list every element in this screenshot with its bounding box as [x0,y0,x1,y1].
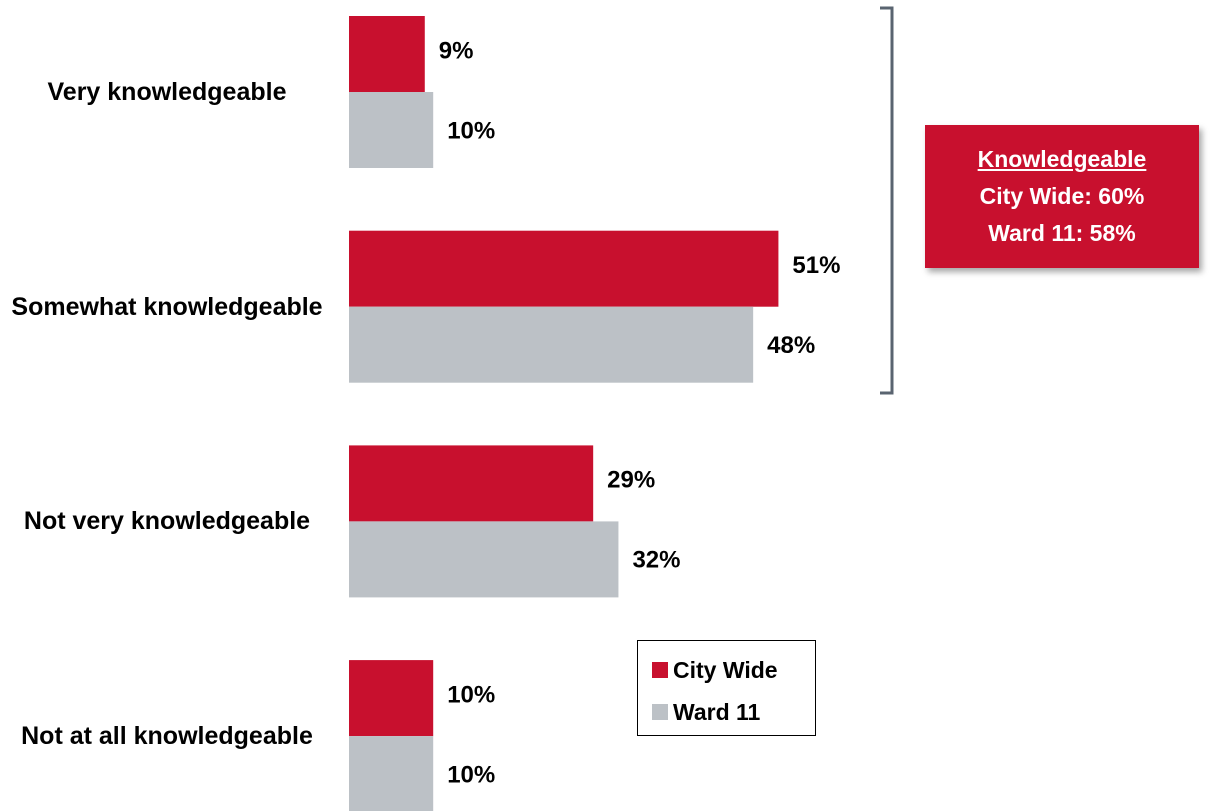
legend-swatch [652,704,668,720]
bar [349,521,619,598]
bar [349,230,779,307]
value-label: 9% [439,37,474,64]
bar [349,736,434,811]
legend-swatch [652,662,668,678]
value-label: 48% [767,332,815,359]
annotation-line: City Wide: 60% [979,183,1145,209]
bar [349,306,754,383]
annotation-box: Knowledgeable City Wide: 60% Ward 11: 58… [925,125,1199,268]
category-label: Not at all knowledgeable [21,722,313,751]
legend-label: Ward 11 [673,698,761,725]
legend-item: Ward 11 [652,691,815,733]
bar [349,92,434,168]
category-label: Somewhat knowledgeable [11,292,323,321]
value-label: 10% [447,761,495,788]
value-label: 29% [607,467,655,494]
bar [349,445,594,522]
annotation-title: Knowledgeable [977,146,1147,172]
legend: City Wide Ward 11 [637,640,816,736]
value-label: 10% [447,117,495,144]
annotation-line: Ward 11: 58% [988,220,1136,246]
category-label: Very knowledgeable [47,78,287,106]
legend-item: City Wide [652,649,815,691]
bar [349,16,425,92]
value-label: 51% [792,252,840,279]
category-label: Not very knowledgeable [23,507,311,536]
bar [349,660,434,737]
value-label: 10% [447,681,495,708]
bracket [880,6,894,395]
value-label: 32% [632,547,680,574]
legend-label: City Wide [673,656,778,683]
